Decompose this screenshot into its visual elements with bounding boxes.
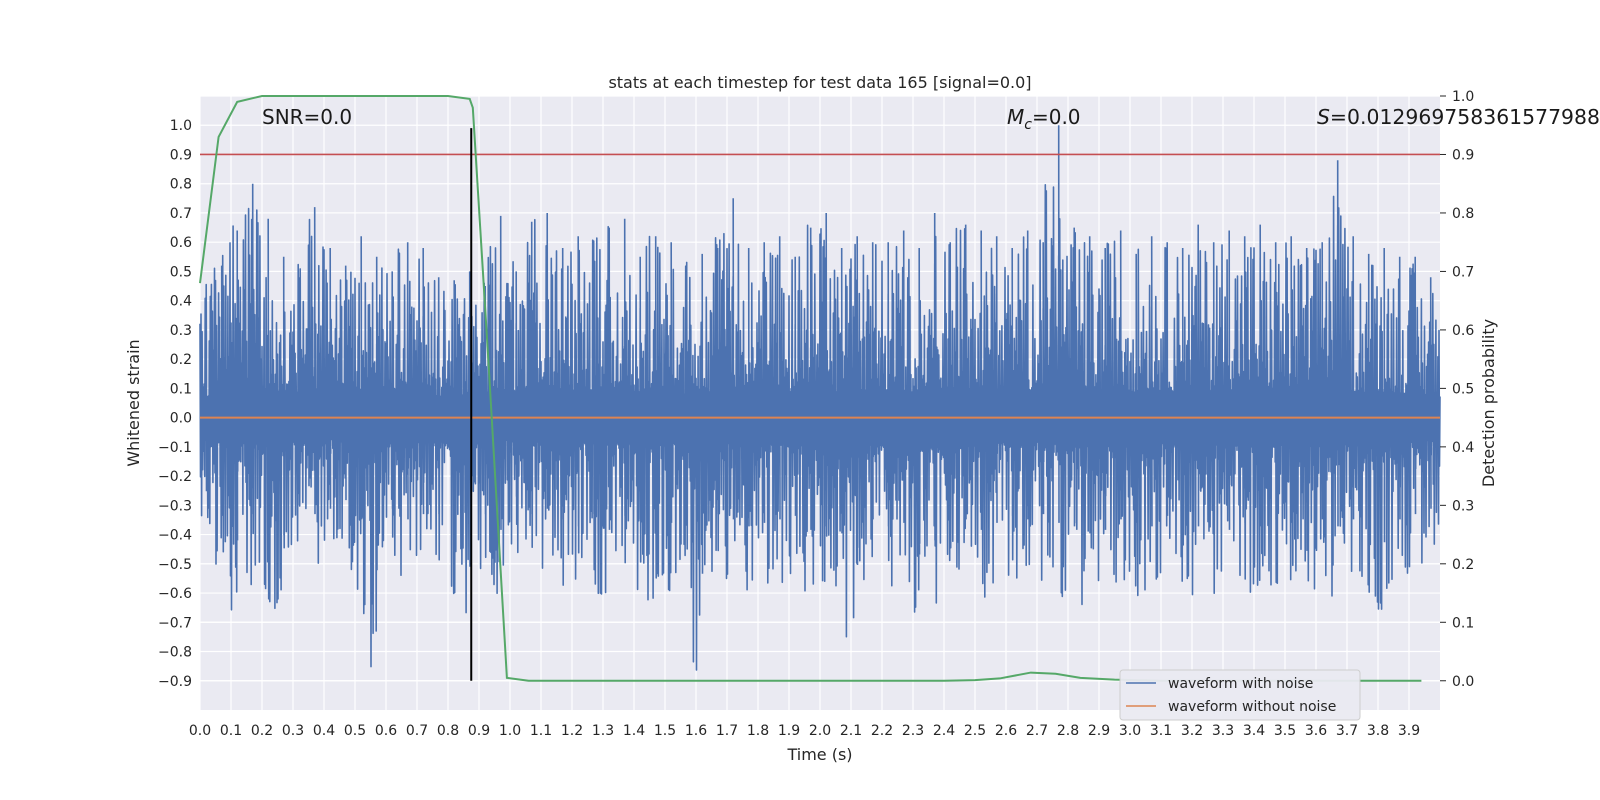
x-tick-25: 2.5	[964, 723, 986, 739]
y-tick-2: −0.7	[158, 615, 192, 631]
x-tick-28: 2.8	[1057, 723, 1079, 739]
x-tick-31: 3.1	[1150, 723, 1172, 739]
y2-tick-5: 0.5	[1452, 381, 1474, 397]
x-tick-36: 3.6	[1305, 723, 1327, 739]
y-tick-0: −0.9	[158, 674, 192, 690]
x-tick-4: 0.4	[313, 723, 335, 739]
y-tick-16: 0.7	[170, 206, 192, 222]
x-tick-21: 2.1	[840, 723, 862, 739]
y-tick-9: 0.0	[170, 411, 192, 427]
y-tick-5: −0.4	[158, 528, 192, 544]
x-tick-30: 3.0	[1119, 723, 1141, 739]
noise-trace	[199, 125, 1441, 671]
y-tick-11: 0.2	[170, 352, 192, 368]
y2-tick-8: 0.8	[1452, 206, 1474, 222]
x-tick-26: 2.6	[995, 723, 1017, 739]
x-tick-27: 2.7	[1026, 723, 1048, 739]
mc-value: =0.0	[1032, 105, 1081, 129]
x-tick-33: 3.3	[1212, 723, 1234, 739]
y-tick-17: 0.8	[170, 177, 192, 193]
legend-label-noise: waveform with noise	[1168, 676, 1313, 692]
y-tick-1: −0.8	[158, 645, 192, 661]
x-tick-5: 0.5	[344, 723, 366, 739]
y2-tick-3: 0.3	[1452, 498, 1474, 514]
x-tick-32: 3.2	[1181, 723, 1203, 739]
y-tick-13: 0.4	[170, 294, 192, 310]
x-tick-39: 3.9	[1398, 723, 1420, 739]
x-tick-2: 0.2	[251, 723, 273, 739]
x-tick-19: 1.9	[778, 723, 800, 739]
y2-tick-7: 0.7	[1452, 264, 1474, 280]
y-tick-19: 1.0	[170, 118, 192, 134]
y2-tick-10: 1.0	[1452, 89, 1474, 105]
y-tick-6: −0.3	[158, 498, 192, 514]
y2-axis-label: Detection probability	[1479, 319, 1498, 487]
y-axis-label: Whitened strain	[124, 339, 143, 466]
s-annotation: S=0.012969758361577988	[1317, 105, 1600, 129]
mc-annotation: Mc=0.0	[1007, 105, 1081, 133]
x-tick-14: 1.4	[623, 723, 645, 739]
y-tick-18: 0.9	[170, 147, 192, 163]
x-tick-23: 2.3	[902, 723, 924, 739]
y-tick-12: 0.3	[170, 323, 192, 339]
x-tick-24: 2.4	[933, 723, 955, 739]
reference-lines	[200, 128, 1440, 681]
x-tick-34: 3.4	[1243, 723, 1265, 739]
snr-annotation: SNR=0.0	[262, 105, 352, 129]
y-tick-8: −0.1	[158, 440, 192, 456]
y-tick-4: −0.5	[158, 557, 192, 573]
x-tick-6: 0.6	[375, 723, 397, 739]
x-tick-38: 3.8	[1367, 723, 1389, 739]
x-tick-8: 0.8	[437, 723, 459, 739]
x-tick-3: 0.3	[282, 723, 304, 739]
x-tick-16: 1.6	[685, 723, 707, 739]
legend-label-clean: waveform without noise	[1168, 699, 1336, 715]
legend-box	[1119, 669, 1361, 721]
x-tick-22: 2.2	[871, 723, 893, 739]
chart-title: stats at each timestep for test data 165…	[608, 73, 1031, 92]
mc-subscript: c	[1024, 117, 1032, 133]
y2-tick-9: 0.9	[1452, 147, 1474, 163]
x-tick-37: 3.7	[1336, 723, 1358, 739]
y2-tick-0: 0.0	[1452, 674, 1474, 690]
axes: 0.0 0.1 0.2 0.3 0.4 0.5 0.6 0.7 0.8 0.9 1.0 1.1 1.2 1…	[158, 89, 1474, 739]
x-tick-9: 0.9	[468, 723, 490, 739]
y-tick-3: −0.6	[158, 586, 192, 602]
x-tick-7: 0.7	[406, 723, 428, 739]
x-tick-15: 1.5	[654, 723, 676, 739]
s-symbol: S	[1317, 105, 1330, 129]
x-tick-10: 1.0	[499, 723, 521, 739]
x-axis-label: Time (s)	[786, 745, 852, 764]
y2-tick-4: 0.4	[1452, 440, 1474, 456]
y-tick-14: 0.5	[170, 264, 192, 280]
y2-tick-2: 0.2	[1452, 557, 1474, 573]
x-tick-29: 2.9	[1088, 723, 1110, 739]
series-detection-probability	[199, 95, 1422, 682]
y-tick-10: 0.1	[170, 381, 192, 397]
x-tick-17: 1.7	[716, 723, 738, 739]
series-waveform-with-noise	[199, 125, 1441, 671]
mc-symbol: M	[1007, 105, 1024, 129]
y2-tick-1: 0.1	[1452, 615, 1474, 631]
legend: waveform with noise waveform without noi…	[1119, 669, 1361, 721]
s-value: =0.012969758361577988	[1330, 105, 1600, 129]
y-tick-7: −0.2	[158, 469, 192, 485]
probability-trace	[199, 95, 1422, 682]
x-tick-13: 1.3	[592, 723, 614, 739]
x-tick-11: 1.1	[530, 723, 552, 739]
y-tick-15: 0.6	[170, 235, 192, 251]
x-tick-0: 0.0	[189, 723, 211, 739]
x-tick-1: 0.1	[220, 723, 242, 739]
y2-tick-6: 0.6	[1452, 323, 1474, 339]
x-tick-18: 1.8	[747, 723, 769, 739]
x-tick-20: 2.0	[809, 723, 831, 739]
x-tick-35: 3.5	[1274, 723, 1296, 739]
x-tick-12: 1.2	[561, 723, 583, 739]
